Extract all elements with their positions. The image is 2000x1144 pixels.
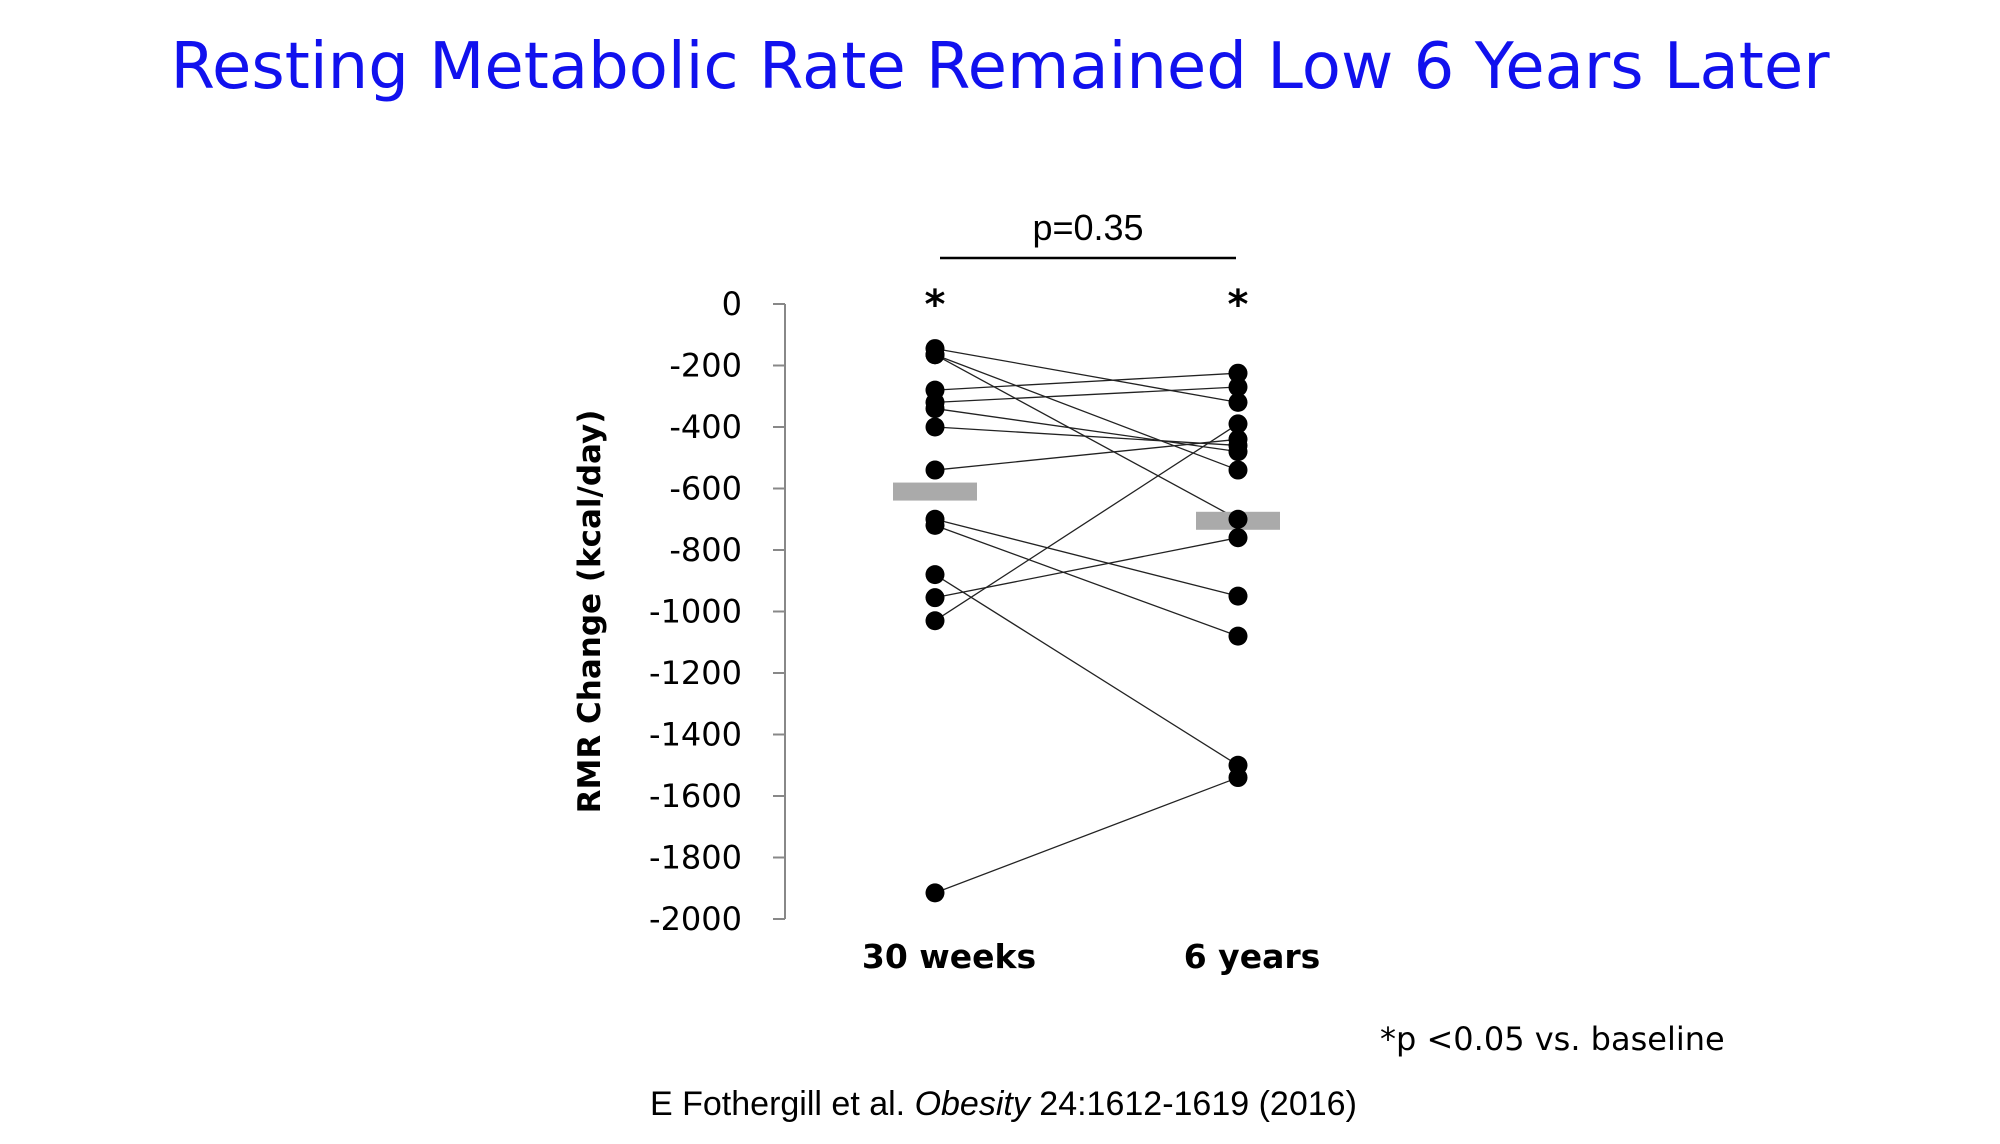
significance-star: * [925,282,946,328]
paired-line [934,574,1239,766]
citation-journal: Obesity [914,1085,1030,1123]
p-value-label: p=0.35 [1032,207,1143,248]
data-point [1228,460,1248,480]
paired-line [934,518,1239,597]
significance-star: * [1228,282,1249,328]
y-tick-label: 0 [722,285,742,323]
paired-line [934,347,1239,404]
y-tick-label: -1800 [649,839,742,877]
y-tick-label: -1200 [649,654,742,692]
y-tick-label: -1400 [649,716,742,754]
y-axis-title: RMR Change (kcal/day) [572,410,608,814]
paired-line [934,372,1239,391]
data-point [1228,626,1248,646]
data-point [925,883,945,903]
paired-line [934,354,1239,471]
y-tick-label: -1600 [649,777,742,815]
x-category-label: 30 weeks [862,937,1036,976]
slide-title: Resting Metabolic Rate Remained Low 6 Ye… [170,30,1830,104]
y-tick-label: -2000 [649,900,742,938]
y-tick-label: -800 [669,531,742,569]
paired-line [934,524,1239,637]
data-point [1228,414,1248,434]
data-point [925,417,945,437]
data-point [1228,392,1248,412]
y-tick-label: -200 [669,347,742,385]
data-point [925,588,945,608]
data-point [1228,528,1248,548]
data-point [1228,429,1248,449]
paired-line [934,537,1239,599]
paired-line [934,776,1239,894]
data-point [1228,768,1248,788]
data-point [925,611,945,631]
citation-authors: E Fothergill et al. [650,1085,906,1123]
y-tick-label: -400 [669,408,742,446]
paired-line [934,438,1239,471]
data-point [1228,509,1248,529]
data-point [1228,363,1248,383]
y-tick-label: -1000 [649,593,742,631]
data-point [925,399,945,419]
data-point [925,460,945,480]
mean-bar [893,482,977,501]
paired-line [934,423,1239,622]
paired-line [934,386,1239,404]
data-point [925,345,945,365]
data-point [1228,586,1248,606]
citation-details: 24:1612-1619 (2016) [1039,1085,1357,1123]
x-category-label: 6 years [1184,937,1321,976]
data-point [1228,377,1248,397]
data-point [925,565,945,585]
data-point [925,515,945,535]
paired-line [934,354,1239,520]
citation: E Fothergill et al. Obesity 24:1612-1619… [650,1085,1357,1124]
y-tick-label: -600 [669,470,742,508]
significance-note: *p <0.05 vs. baseline [1380,1020,1725,1058]
paired-line [934,426,1239,447]
